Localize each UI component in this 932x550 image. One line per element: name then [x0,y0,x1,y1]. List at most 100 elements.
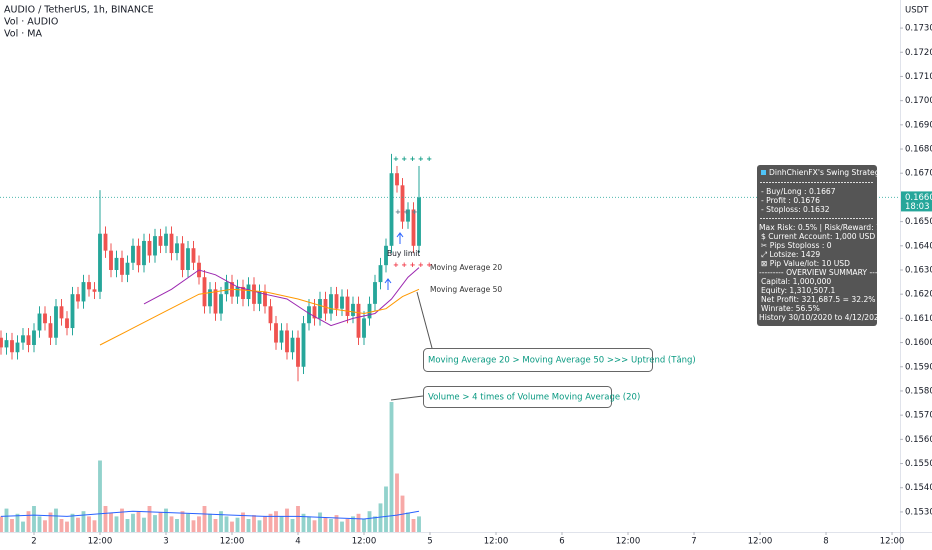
candle-body [345,296,350,316]
panel-heading: --------- OVERVIEW SUMMARY --------- [759,268,894,277]
panel-line: Capital: 1,000,000 [761,277,831,286]
volume-bar [54,508,58,532]
indicator-label: Vol · MA [4,29,42,40]
chart-title: AUDIO / TetherUS, 1h, BINANCE [4,5,154,16]
x-tick-label: 8 [823,537,828,547]
volume-bar [81,511,86,532]
y-tick-label: 0.1640 [905,241,932,251]
candle-body [384,245,388,266]
candle-body [191,248,196,263]
volume-bar [219,511,223,532]
volume-bar [202,506,207,532]
profit-markers: + + + + + [393,155,432,163]
y-tick-label: 0.1610 [905,314,932,324]
volume-bar [279,516,284,532]
volume-bar [274,511,278,532]
y-tick-label: 0.1540 [905,483,932,493]
candle-body [224,282,229,295]
volume-bar [153,515,157,532]
candle-body [301,323,306,367]
x-tick-label: 12:00 [220,537,245,547]
volume-bar [37,516,42,532]
volume-bar [351,516,355,532]
moving-average-line [0,510,420,520]
panel-line: $ Current Account: 1,000 USD [761,232,875,241]
volume-bar [257,520,262,532]
candle-body [37,313,42,331]
buy-limit-label: Buy limit [387,249,420,258]
candle-body [290,337,295,353]
volume-bar [147,506,152,532]
volume-bar [263,516,267,532]
y-tick-label: 0.1700 [905,96,932,106]
y-tick-label: 0.1720 [905,48,932,58]
y-tick-label: 0.1570 [905,411,932,421]
candle-body [32,330,36,345]
candle-body [274,323,278,343]
x-tick-label: 2 [31,537,36,547]
candle-body [235,286,240,297]
panel-line: ✂ Pips Stoploss : 0 [761,241,832,250]
candle-body [92,289,97,292]
volume-bar [158,512,163,532]
volume-bar [252,515,256,532]
volume-bar [120,508,124,532]
candle-body [125,262,130,275]
plot [0,153,900,532]
callout-pointer [416,291,433,349]
candle-body [98,233,102,292]
volume-bar [290,519,295,532]
candle-body [81,282,86,302]
entry-markers: + + + [395,208,418,216]
candle-body [263,291,267,307]
candle-body [21,335,25,343]
candle-body [186,248,190,270]
volume-bar [0,516,3,532]
volume-bar [285,508,289,532]
indicator-label: Vol · AUDIO [4,17,58,28]
volume-bar [65,521,69,532]
y-tick-label: 0.1550 [905,459,932,469]
candle-body [131,245,135,263]
volume-bar [103,506,108,532]
volume-bar [213,519,218,532]
candle-body [367,303,372,319]
x-tick-label: 6 [559,537,564,547]
x-tick-label: 12:00 [352,537,377,547]
candle-body [109,250,113,270]
bar-timer: 18:03 [905,202,930,212]
axis-unit: USDT [905,6,929,16]
candle-body [164,233,168,246]
volume-bar [323,517,328,532]
volume-bar [224,516,229,532]
candle-body [4,340,9,348]
panel-line: Max Risk: 0.5% | Risk/Reward: 1/1 [759,223,888,232]
y-tick-label: 0.1670 [905,169,932,179]
candle-body [252,284,256,304]
volume-bar [329,519,333,532]
volume-bar [180,511,185,532]
candle-body [340,296,344,309]
panel-line: ⊠ Pip Value/lot: 10 USD [761,259,850,268]
y-tick-label: 0.1600 [905,338,932,348]
candle-body [279,330,284,343]
panel-line: History 30/10/2020 to 4/12/2022 [759,313,884,322]
volume-bar [197,516,201,532]
candle-body [362,318,366,338]
volume-bar [395,473,399,532]
volume-bar [356,513,361,532]
candle-body [334,294,339,309]
candle-body [400,185,405,222]
candle-body [103,233,108,251]
strategy-panel [757,165,877,326]
candle-body [378,265,383,283]
panel-line: ⤢ Lotsize: 1429 [760,250,820,259]
volume-bar [87,516,91,532]
volume-bar [230,521,234,532]
candle-body [406,209,410,222]
volume-bar [389,402,394,532]
candle-body [120,257,124,275]
y-tick-label: 0.1630 [905,265,932,275]
candle-body [395,173,399,186]
callout-box [423,386,612,408]
